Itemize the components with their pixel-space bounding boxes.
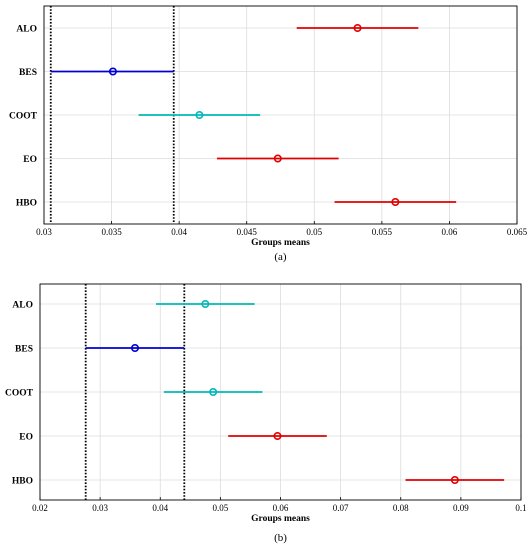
panel-a: ALO BES COOT EO HBO 0.03 0.035 0.04 0.045 0.05 0.0… [9,5,528,263]
mean-marker-eo [273,154,282,163]
category-label-bes: BES [19,68,37,78]
category-label-eo: EO [23,155,37,165]
x-tick-label-2: 0.04 [171,227,187,237]
category-label-alo: ALO [12,301,33,311]
mean-marker-coot [195,111,204,120]
mean-marker-hbo [450,475,459,484]
panel-label: (b) [274,532,287,544]
mean-marker-eo [273,431,282,440]
category-label-coot: COOT [9,112,38,122]
mean-marker-bes [108,67,117,76]
category-label-hbo: HBO [16,199,37,209]
panel-label: (a) [274,251,287,263]
x-tick-label-4: 0.05 [306,227,322,237]
panel-b: ALO BES COOT EO HBO 0.02 0.03 0.04 0.05 0.06 0.07 0… [5,283,527,544]
x-tick-label-0: 0.03 [36,227,52,237]
plot-frame [39,283,522,501]
mean-marker-alo [353,23,362,32]
x-tick-label-1: 0.03 [92,503,108,513]
x-axis-label: Groups means [251,238,310,248]
x-tick-label-5: 0.055 [372,227,393,237]
x-axis-label: Groups means [251,514,310,524]
x-tick-label-3: 0.045 [237,227,258,237]
mean-marker-coot [209,387,218,396]
x-tick-label-7: 0.065 [507,227,528,237]
category-label-coot: COOT [5,389,34,399]
category-label-eo: EO [19,433,33,443]
plot-frame [43,5,518,225]
mean-marker-bes [130,343,139,352]
x-tick-label-8: 0.1 [515,503,526,513]
x-tick-label-4: 0.06 [273,503,289,513]
x-tick-label-6: 0.08 [393,503,409,513]
x-tick-label-5: 0.07 [333,503,349,513]
x-tick-label-1: 0.035 [101,227,122,237]
x-tick-label-6: 0.06 [442,227,458,237]
category-label-bes: BES [15,345,33,355]
x-tick-label-2: 0.04 [152,503,168,513]
category-label-hbo: HBO [12,477,33,487]
mean-marker-hbo [391,198,400,207]
x-tick-label-3: 0.05 [213,503,229,513]
x-tick-label-0: 0.02 [32,503,48,513]
x-tick-label-7: 0.09 [453,503,469,513]
mean-marker-alo [201,299,210,308]
category-label-alo: ALO [16,25,37,35]
